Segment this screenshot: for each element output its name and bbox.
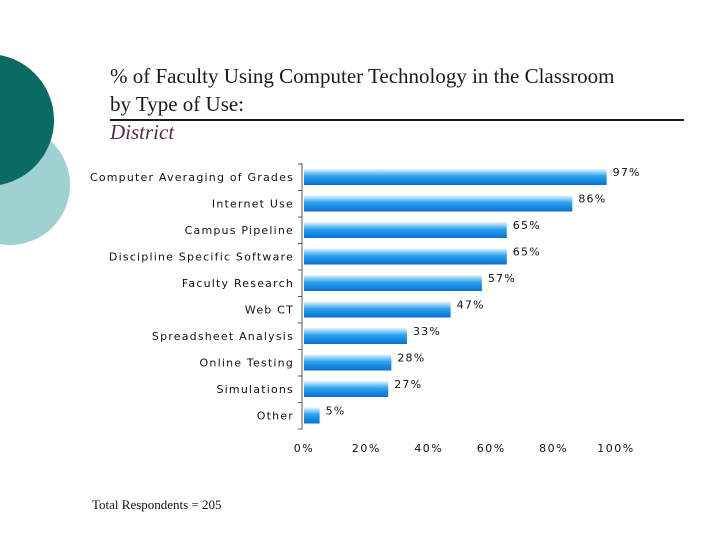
x-tick-label: 20% — [352, 442, 381, 455]
bar — [304, 222, 507, 238]
bar — [304, 328, 407, 344]
bar — [304, 248, 507, 265]
slide-title: % of Faculty Using Computer Technology i… — [110, 62, 690, 146]
title-line-1: % of Faculty Using Computer Technology i… — [110, 64, 615, 88]
category-label: Online Testing — [200, 357, 294, 370]
title-rule — [110, 119, 684, 121]
category-label: Computer Averaging of Grades — [90, 171, 294, 184]
decorative-circle-dark — [0, 55, 54, 185]
x-tick-label: 60% — [477, 442, 506, 455]
value-label: 97% — [613, 166, 641, 179]
value-label: 33% — [413, 325, 441, 338]
value-label: 28% — [397, 352, 425, 365]
value-label: 57% — [488, 272, 516, 285]
category-label: Faculty Research — [182, 277, 294, 290]
bar — [304, 169, 607, 185]
category-label: Spreadsheet Analysis — [152, 330, 294, 343]
category-label: Simulations — [216, 383, 294, 396]
category-label: Internet Use — [212, 198, 294, 211]
category-label: Web CT — [245, 304, 294, 317]
category-label: Discipline Specific Software — [109, 251, 294, 264]
subtitle: District — [110, 120, 175, 144]
bar — [304, 407, 320, 424]
x-tick-label: 100% — [597, 442, 634, 455]
bar-chart: Computer Averaging of Grades 97% Internet … — [90, 163, 641, 455]
bar — [304, 195, 573, 212]
value-label: 65% — [513, 219, 541, 232]
x-tick-label: 40% — [414, 442, 443, 455]
value-label: 5% — [326, 405, 346, 418]
x-tick-label: 0% — [294, 442, 314, 455]
bar — [304, 381, 389, 397]
decorative-circles — [0, 55, 70, 245]
value-label: 65% — [513, 246, 541, 259]
value-label: 47% — [457, 299, 485, 312]
value-label: 86% — [578, 193, 606, 206]
bar — [304, 354, 392, 371]
value-label: 27% — [394, 378, 422, 391]
footnote: Total Respondents = 205 — [92, 497, 222, 512]
category-label: Other — [257, 410, 294, 423]
category-label: Campus Pipeline — [185, 224, 294, 237]
bar — [304, 301, 451, 318]
x-tick-label: 80% — [539, 442, 568, 455]
bar — [304, 275, 482, 291]
title-line-2: by Type of Use: — [110, 92, 245, 116]
